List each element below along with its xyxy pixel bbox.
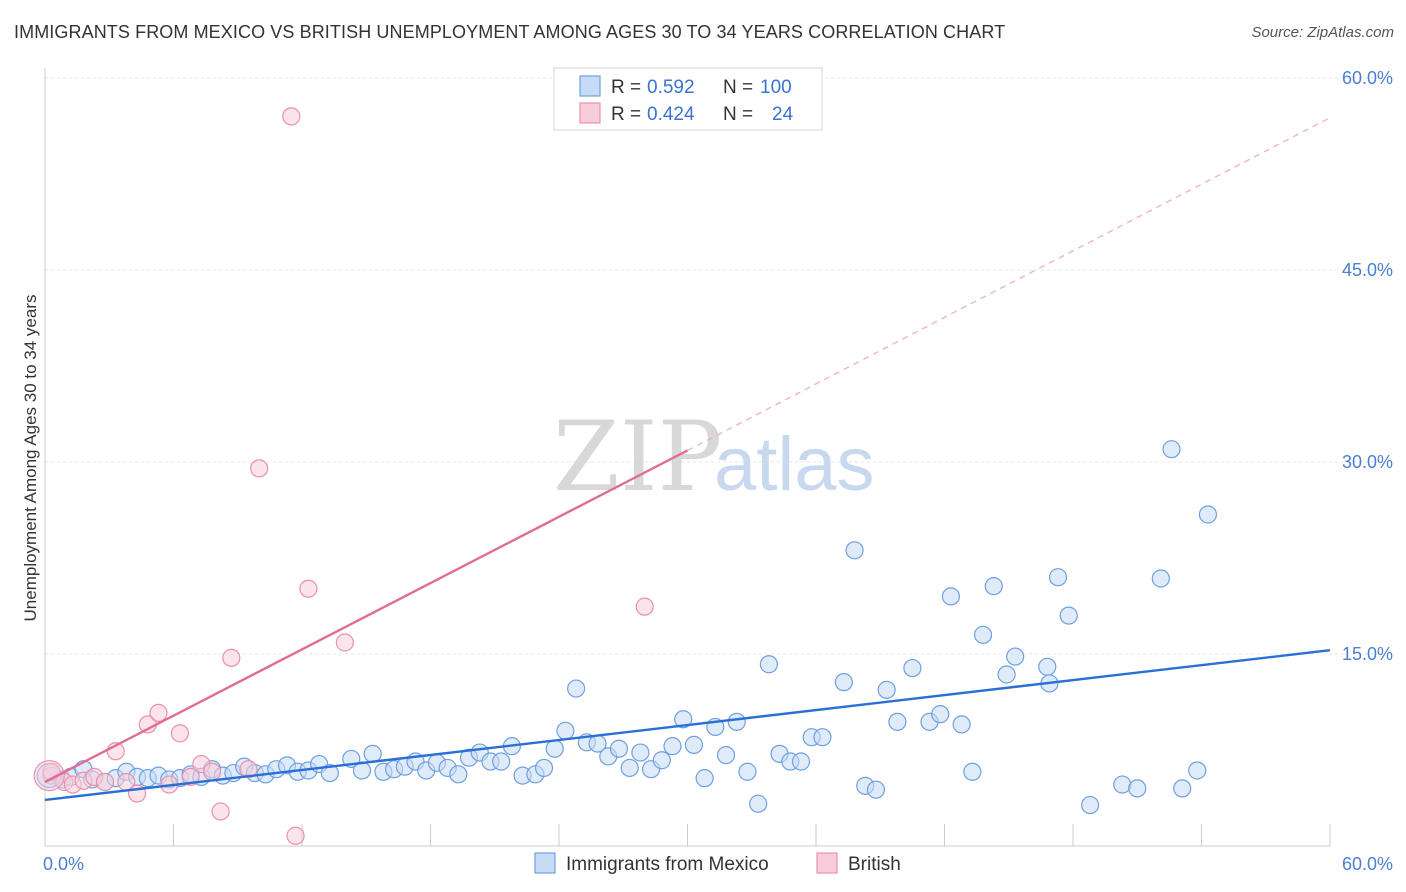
british-point-12	[170, 724, 190, 743]
mexico-point-46	[545, 739, 564, 758]
mexico-point-95	[1151, 569, 1170, 588]
mexico-point-72	[834, 673, 853, 692]
mexico-point-98	[1188, 761, 1207, 780]
mexico-point-99	[1198, 505, 1218, 524]
mexico-point-71	[813, 728, 832, 747]
trend-line-british	[44, 449, 689, 784]
mexico-point-86	[997, 665, 1016, 684]
mexico-point-87	[1006, 647, 1025, 666]
mexico-point-64	[738, 762, 757, 781]
x-tick-label-1: 60.0%	[1342, 854, 1393, 874]
british-point-18	[239, 760, 258, 779]
british-point-13	[181, 767, 200, 786]
british-point-16	[211, 802, 230, 821]
y-tick-label-3: 60.0%	[1342, 68, 1393, 88]
mexico-point-62	[716, 746, 736, 765]
mexico-point-57	[663, 737, 682, 756]
trend-lines	[44, 117, 1331, 802]
axes	[44, 68, 1331, 847]
y-tick-label-0: 15.0%	[1342, 644, 1393, 664]
trend-line-british-extension	[687, 117, 1331, 452]
watermark-atlas: atlas	[714, 422, 875, 507]
mexico-point-56	[652, 751, 671, 770]
bottom-legend: Immigrants from Mexico British	[534, 852, 901, 875]
british-point-24	[635, 597, 654, 616]
mexico-point-90	[1048, 568, 1068, 587]
legend-r-value-british: 0.424	[647, 104, 695, 125]
british-point-17	[222, 648, 241, 667]
mexico-point-53	[620, 758, 639, 778]
mexico-point-91	[1059, 606, 1078, 625]
british-point-21	[286, 826, 305, 845]
legend-n-label-british: N =	[723, 104, 753, 125]
mexico-point-73	[845, 541, 864, 560]
legend-r-value-mexico: 0.592	[647, 77, 695, 98]
mexico-point-48	[567, 679, 586, 698]
mexico-point-77	[888, 712, 907, 731]
mexico-point-83	[963, 762, 982, 781]
y-tick-label-2: 45.0%	[1342, 260, 1393, 280]
legend-n-label-mexico: N =	[723, 77, 753, 98]
gridlines	[45, 77, 1392, 655]
legend: R = 0.592 N = 100 R = 0.424 N = 24	[553, 67, 823, 131]
mexico-point-97	[1173, 779, 1192, 798]
mexico-point-54	[631, 743, 650, 762]
mexico-point-59	[684, 735, 704, 754]
mexico-point-88	[1038, 657, 1057, 676]
legend-n-value-mexico: 100	[760, 77, 792, 98]
mexico-point-82	[952, 715, 971, 734]
mexico-point-63	[727, 712, 746, 731]
british-point-10	[149, 703, 168, 722]
mexico-point-96	[1162, 440, 1181, 459]
x-tick-label-0: 0.0%	[43, 854, 84, 874]
legend-n-value-british: 24	[772, 104, 794, 125]
legend-r-label-british: R =	[611, 104, 641, 125]
mexico-point-80	[931, 705, 950, 724]
british-point-23	[335, 633, 354, 652]
mexico-point-41	[492, 752, 511, 771]
mexico-point-26	[320, 763, 339, 783]
british-point-19	[250, 459, 269, 478]
mexico-point-47	[556, 721, 575, 740]
british-point-22	[299, 579, 318, 598]
british-point-5	[95, 772, 115, 792]
mexico-point-93	[1113, 775, 1132, 794]
source-label: Source: ZipAtlas.com	[1251, 24, 1394, 41]
mexico-point-85	[984, 577, 1003, 596]
y-axis-label: Unemployment Among Ages 30 to 34 years	[21, 295, 40, 622]
mexico-point-52	[609, 739, 629, 758]
british-cluster-point	[33, 759, 65, 792]
y-tick-label-1: 30.0%	[1342, 452, 1393, 472]
bottom-legend-swatch-mexico	[534, 852, 556, 874]
chart-title: IMMIGRANTS FROM MEXICO VS BRITISH UNEMPL…	[14, 22, 1006, 42]
mexico-point-37	[449, 765, 468, 784]
watermark-zip: ZIP	[553, 401, 722, 513]
british-point-15	[202, 762, 222, 781]
mexico-point-29	[363, 744, 382, 763]
legend-r-label-mexico: R =	[611, 77, 641, 98]
mexico-point-76	[877, 680, 896, 699]
bottom-legend-swatch-british	[816, 852, 838, 874]
mexico-point-84	[973, 625, 993, 644]
bottom-legend-label-british: British	[848, 854, 901, 875]
tick-labels: 15.0% 30.0% 45.0% 60.0% 0.0% 60.0%	[43, 68, 1393, 874]
mexico-point-66	[759, 655, 778, 674]
mexico-point-92	[1081, 795, 1100, 815]
mexico-point-81	[941, 587, 961, 606]
british-point-20	[282, 107, 301, 126]
mexico-point-60	[695, 769, 714, 788]
mexico-point-65	[749, 794, 768, 813]
legend-swatch-british	[579, 102, 601, 124]
bottom-legend-label-mexico: Immigrants from Mexico	[566, 854, 769, 875]
mexico-point-58	[674, 710, 693, 729]
legend-swatch-mexico	[579, 75, 601, 97]
mexico-point-45	[534, 758, 554, 778]
mexico-point-94	[1128, 779, 1147, 798]
trend-line-mexico	[44, 648, 1331, 802]
mexico-point-75	[866, 780, 886, 799]
mexico-point-78	[903, 658, 922, 678]
series-british	[33, 107, 654, 845]
mexico-point-69	[791, 752, 811, 771]
